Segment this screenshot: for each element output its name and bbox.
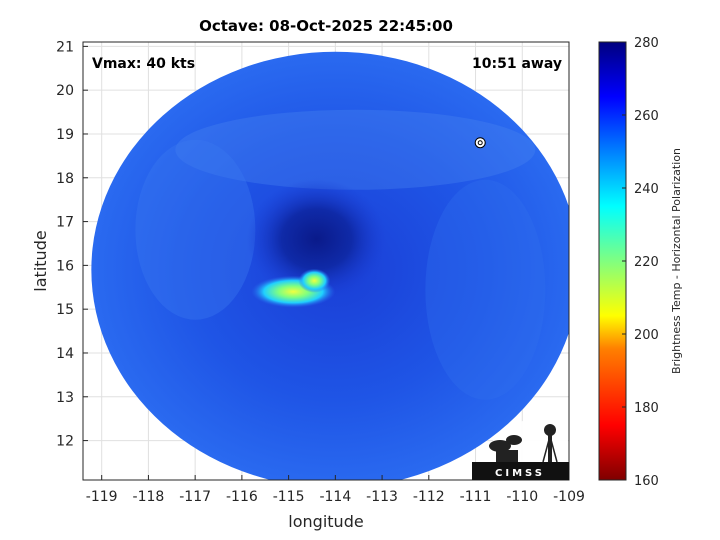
y-tick-label: 19 — [56, 127, 74, 143]
x-tick-label: -111 — [460, 489, 492, 505]
cloud-band — [135, 139, 256, 320]
x-tick-label: -113 — [366, 489, 398, 505]
axes-frame — [82, 41, 570, 481]
colorbar-tick-label: 220 — [634, 255, 659, 270]
x-axis: -119 -118 -117 -116 -115 -114 -113 -112 -111 -110… — [86, 475, 585, 505]
storm-marker-inner — [477, 140, 483, 146]
x-tick-label: -114 — [319, 489, 351, 505]
x-tick-label: -116 — [226, 489, 258, 505]
y-tick-label: 21 — [56, 39, 74, 55]
y-tick-label: 13 — [56, 390, 74, 406]
y-tick-label: 14 — [56, 346, 74, 362]
cloud-band — [175, 109, 536, 190]
x-tick-label: -110 — [506, 489, 538, 505]
warm-band — [298, 268, 331, 293]
colorbar-tick-label: 240 — [634, 182, 659, 197]
cimss-logo-icon: CIMSS — [472, 419, 569, 480]
colorbar-tick-label: 200 — [634, 328, 659, 343]
storm-marker — [474, 137, 486, 149]
data-swath — [91, 51, 569, 480]
y-tick-label: 15 — [56, 302, 74, 318]
x-tick-label: -118 — [133, 489, 165, 505]
y-tick-label: 17 — [56, 215, 74, 231]
x-axis-label: longitude — [288, 512, 363, 531]
cold-core — [246, 179, 387, 300]
colorbar-tick-label: 180 — [634, 401, 659, 416]
y-tick-label: 18 — [56, 171, 74, 187]
colorbar-ticks: 160 180 200 220 240 260 280 — [622, 36, 659, 489]
y-tick-label: 16 — [56, 258, 74, 274]
colorbar — [598, 41, 627, 481]
x-tick-label: -119 — [86, 489, 118, 505]
cloud-band — [425, 179, 546, 400]
colorbar-label: Brightness Temp - Horizontal Polarizatio… — [670, 148, 683, 374]
x-tick-label: -115 — [273, 489, 305, 505]
chart-title: Octave: 08-Oct-2025 22:45:00 — [199, 17, 453, 35]
y-tick-label: 20 — [56, 83, 74, 99]
vmax-annotation: Vmax: 40 kts — [92, 56, 195, 72]
colorbar-tick-label: 160 — [634, 474, 659, 489]
time-offset-annotation: 10:51 away — [472, 56, 562, 72]
y-axis-label: latitude — [31, 230, 50, 291]
colorbar-tick-label: 260 — [634, 109, 659, 124]
x-tick-label: -117 — [179, 489, 211, 505]
x-tick-label: -109 — [553, 489, 585, 505]
y-tick-label: 12 — [56, 434, 74, 450]
logo-text: CIMSS — [495, 468, 545, 479]
colorbar-tick-label: 280 — [634, 36, 659, 51]
x-tick-label: -112 — [413, 489, 445, 505]
y-axis: 12 13 14 15 16 17 18 19 20 21 — [56, 39, 88, 450]
